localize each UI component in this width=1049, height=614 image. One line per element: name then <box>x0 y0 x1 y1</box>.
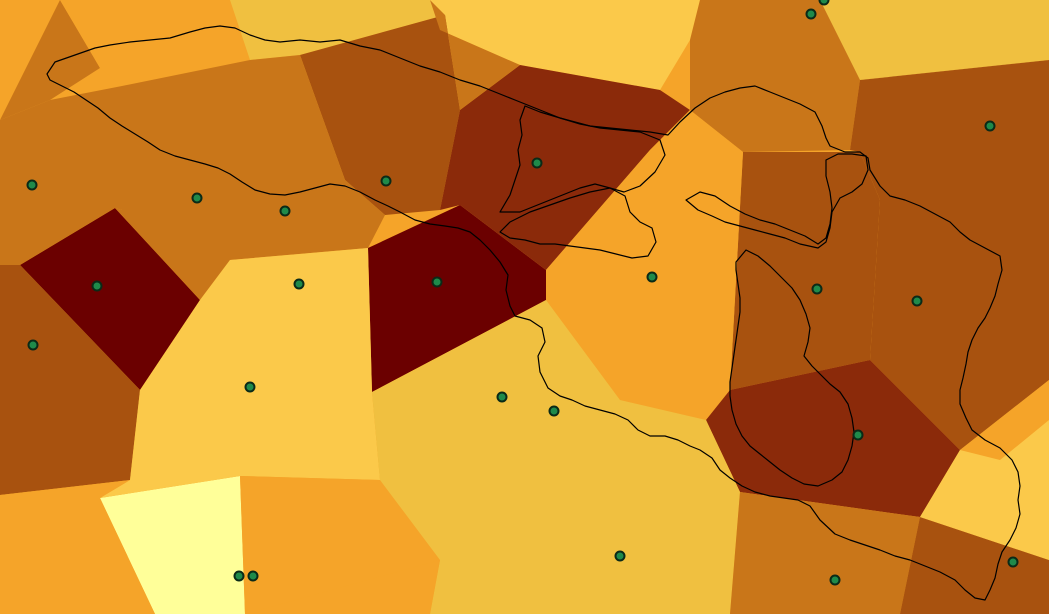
thiessen-region-9 <box>100 476 245 614</box>
rain-gauge-station[interactable] <box>852 429 864 441</box>
thiessen-region-8 <box>368 205 546 392</box>
basin-boundary-5 <box>729 249 855 487</box>
thiessen-region-17 <box>690 0 860 152</box>
thiessen-region-21 <box>706 360 960 517</box>
thiessen-region-10 <box>0 86 122 265</box>
rain-gauge-station[interactable] <box>496 391 508 403</box>
thiessen-region-7 <box>20 208 200 390</box>
basin-boundary-1 <box>46 25 1021 601</box>
thiessen-region-18 <box>546 110 743 420</box>
thiessen-region-28 <box>430 0 520 110</box>
basin-boundary-2 <box>499 105 666 213</box>
rain-gauge-station[interactable] <box>531 157 543 169</box>
thiessen-region-16 <box>730 152 880 390</box>
rain-gauge-station[interactable] <box>233 570 245 582</box>
thiessen-region-27 <box>820 0 1049 80</box>
thiessen-region-15 <box>0 480 155 614</box>
rain-gauge-station[interactable] <box>548 405 560 417</box>
rain-gauge-station[interactable] <box>646 271 658 283</box>
rain-gauge-stations-layer <box>26 0 1019 586</box>
rain-gauge-station[interactable] <box>380 175 392 187</box>
thiessen-region-29 <box>0 0 60 120</box>
rain-gauge-station[interactable] <box>247 570 259 582</box>
rain-gauge-station[interactable] <box>431 276 443 288</box>
rain-gauge-station[interactable] <box>829 574 841 586</box>
rain-gauge-station[interactable] <box>818 0 830 6</box>
thiessen-region-30 <box>245 560 440 614</box>
rain-gauge-station[interactable] <box>27 339 39 351</box>
thiessen-region-2 <box>60 0 250 86</box>
thiessen-region-25 <box>960 380 1049 460</box>
rain-gauge-station[interactable] <box>26 179 38 191</box>
basin-boundary-4 <box>685 153 869 249</box>
rain-gauge-station[interactable] <box>91 280 103 292</box>
rain-gauge-station[interactable] <box>293 278 305 290</box>
rain-gauge-station[interactable] <box>984 120 996 132</box>
rain-gauge-station[interactable] <box>244 381 256 393</box>
thiessen-region-11 <box>0 265 140 495</box>
rain-gauge-station[interactable] <box>191 192 203 204</box>
rain-gauge-station[interactable] <box>279 205 291 217</box>
thiessen-region-24 <box>900 517 1049 614</box>
thiessen-region-20 <box>850 60 1049 450</box>
thiessen-region-14 <box>100 248 380 498</box>
rain-gauge-station[interactable] <box>614 550 626 562</box>
rain-gauge-station[interactable] <box>811 283 823 295</box>
thiessen-region-3 <box>230 0 445 60</box>
thiessen-region-12 <box>115 55 385 300</box>
thiessen-region-5 <box>300 15 460 215</box>
basin-boundaries-layer <box>46 25 1021 601</box>
rain-gauge-station[interactable] <box>1007 556 1019 568</box>
thiessen-region-4 <box>430 0 700 90</box>
rain-gauge-station[interactable] <box>805 8 817 20</box>
basin-boundary-3 <box>499 187 657 259</box>
rain-gauge-station[interactable] <box>911 295 923 307</box>
thiessen-region-22 <box>372 300 740 614</box>
thiessen-region-23 <box>730 492 920 614</box>
thiessen-region-13 <box>440 65 690 270</box>
